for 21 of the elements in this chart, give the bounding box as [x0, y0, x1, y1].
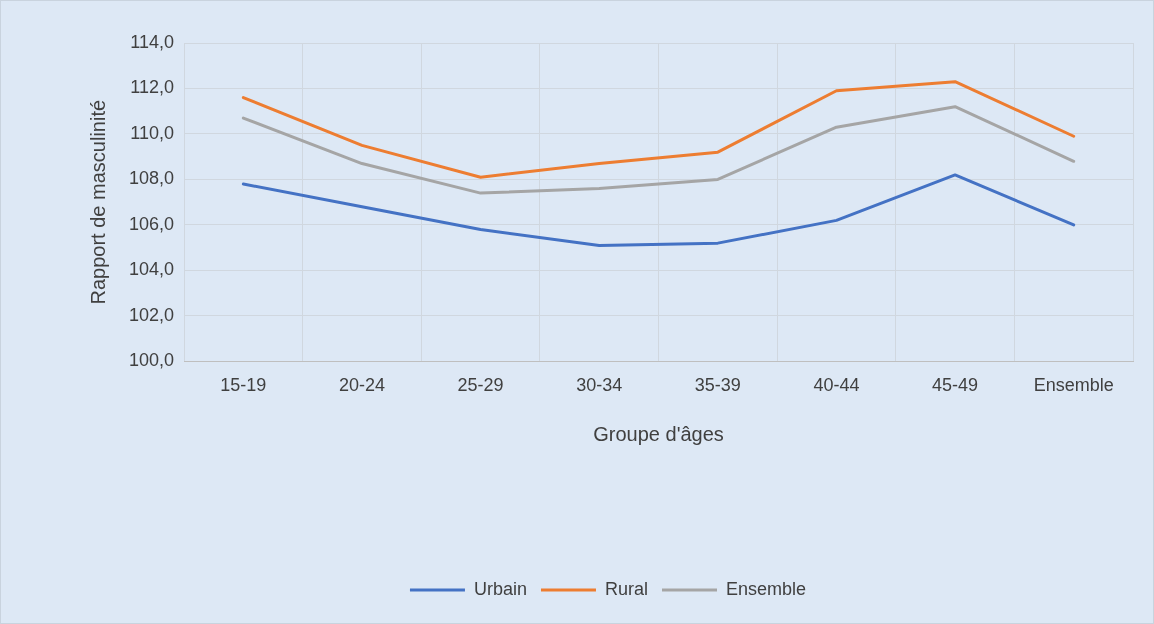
legend-label: Rural [604, 578, 648, 599]
x-axis-title: Groupe d'âges [593, 422, 724, 445]
y-tick-label: 100,0 [129, 350, 175, 371]
y-tick-label: 102,0 [129, 304, 175, 325]
y-tick-label: 108,0 [129, 168, 175, 189]
x-tick-label: 35-39 [694, 375, 741, 396]
legend-label: Ensemble [726, 578, 807, 599]
y-tick-label: 104,0 [129, 259, 175, 280]
x-tick-label: 25-29 [457, 375, 504, 396]
y-tick-label: 112,0 [130, 77, 175, 98]
x-tick-label: 40-44 [813, 375, 860, 396]
x-tick-label: 45-49 [932, 375, 979, 396]
legend-label: Urbain [473, 578, 527, 599]
x-tick-label: 30-34 [576, 375, 623, 396]
x-tick-label: Ensemble [1033, 375, 1114, 396]
x-tick-label: 15-19 [220, 375, 267, 396]
y-axis-title: Rapport de masculinité [86, 99, 109, 305]
y-tick-label: 106,0 [129, 213, 175, 234]
x-tick-label: 20-24 [338, 375, 385, 396]
y-tick-label: 110,0 [130, 122, 175, 143]
y-tick-label: 114,0 [130, 31, 175, 52]
